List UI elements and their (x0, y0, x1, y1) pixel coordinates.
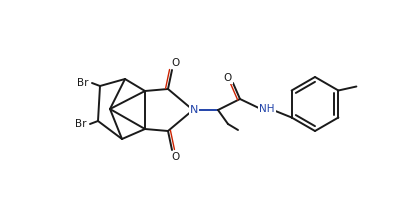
Text: N: N (190, 105, 198, 115)
Text: O: O (171, 58, 179, 68)
Text: O: O (171, 152, 179, 162)
Text: Br: Br (75, 119, 86, 129)
Text: Br: Br (77, 78, 88, 88)
Text: O: O (224, 73, 232, 83)
Text: NH: NH (259, 104, 275, 114)
